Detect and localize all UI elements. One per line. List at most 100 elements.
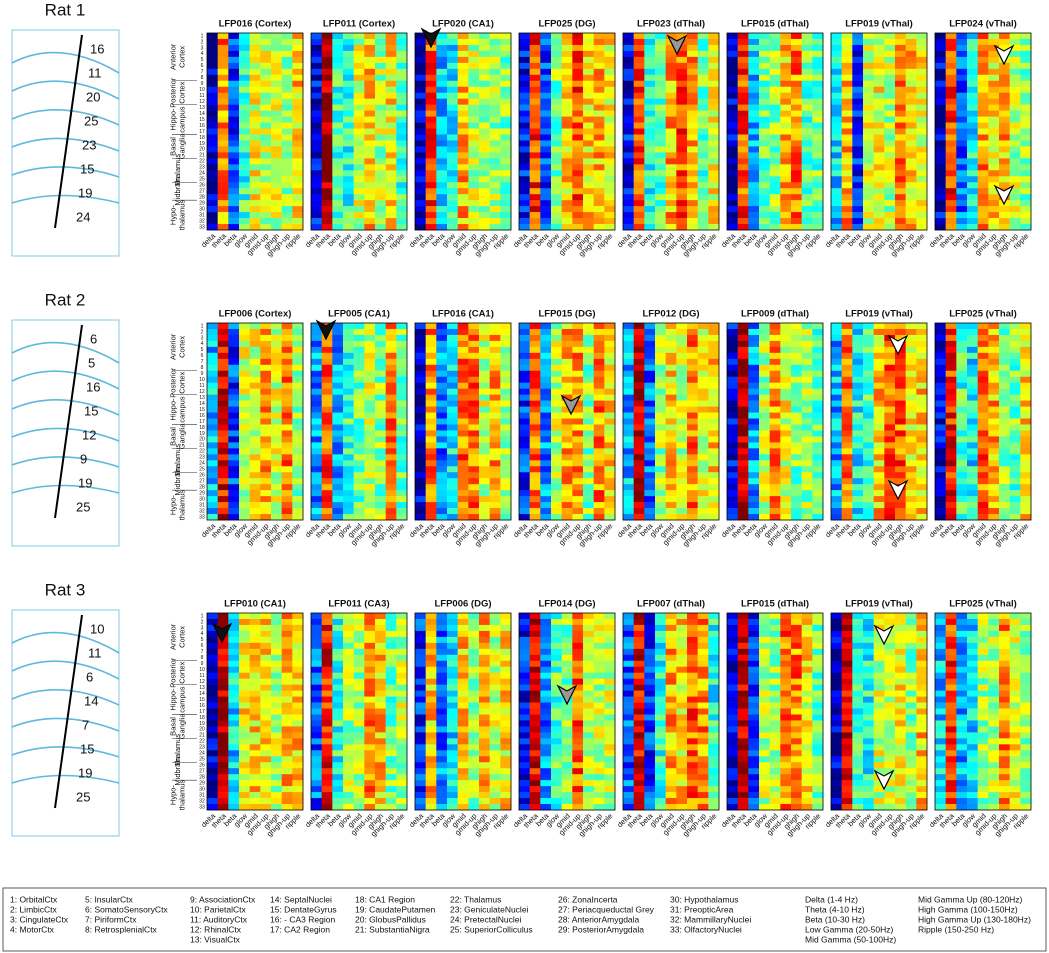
heatmap-cell <box>935 152 946 159</box>
heatmap-cell <box>447 358 458 366</box>
heatmap-cell <box>281 74 293 82</box>
heatmap-cell <box>604 116 616 123</box>
heatmap-cell <box>831 418 842 425</box>
heatmap-cell <box>801 442 813 449</box>
panel-frame <box>726 32 824 231</box>
heatmap-cell <box>436 212 448 219</box>
heatmap-cell <box>436 110 448 117</box>
heatmap-cell <box>519 364 530 372</box>
heatmap-cell <box>519 104 530 111</box>
heatmap-cell <box>364 62 376 70</box>
heatmap-cell <box>364 346 376 354</box>
heatmap-cell <box>415 128 426 135</box>
heatmap-cell <box>687 80 698 88</box>
heatmap-cell <box>759 424 770 431</box>
heatmap-cell <box>332 484 344 491</box>
heatmap-cell <box>956 364 968 372</box>
heatmap-cell <box>311 376 322 383</box>
heatmap-cell <box>988 323 1000 330</box>
heatmap-cell <box>759 352 770 360</box>
heatmap-cell <box>956 370 968 378</box>
heatmap-cell <box>727 352 738 360</box>
heatmap-cell <box>239 400 250 407</box>
heatmap-cell <box>415 496 426 503</box>
heatmap-cell <box>551 80 562 88</box>
heatmap-cell <box>311 128 322 135</box>
heatmap-cell <box>228 466 240 473</box>
heatmap-cell <box>623 346 634 354</box>
heatmap-cell <box>737 33 749 40</box>
heatmap-cell <box>519 388 530 395</box>
heatmap-cell <box>500 116 512 123</box>
heatmap-cell <box>321 502 333 509</box>
heatmap-cell <box>479 514 490 521</box>
heatmap-cell <box>207 430 218 437</box>
heatmap-cell <box>353 406 365 413</box>
heatmap-cell <box>967 188 978 195</box>
heatmap-cell <box>604 448 616 455</box>
heatmap-cell <box>561 346 573 354</box>
heatmap-cell <box>281 152 293 159</box>
heatmap-cell <box>759 212 770 219</box>
heatmap-cell <box>780 340 792 348</box>
heatmap-cell <box>841 346 853 354</box>
heatmap-cell <box>852 164 864 171</box>
heatmap-cell <box>447 200 458 207</box>
heatmap-cell <box>561 484 573 491</box>
heatmap-cell <box>500 376 512 383</box>
heatmap-cell <box>916 164 928 171</box>
heatmap-cell <box>655 418 666 425</box>
heatmap-cell <box>1020 436 1032 443</box>
heatmap-cell <box>956 460 968 467</box>
heatmap-cell <box>457 56 469 64</box>
row-number: 25 <box>199 467 205 473</box>
heatmap-cell <box>841 44 853 52</box>
heatmap-cell <box>540 224 552 231</box>
heatmap-cell <box>292 418 304 425</box>
region-group-label: Cortex <box>177 336 186 358</box>
heatmap-cell <box>311 194 322 201</box>
heatmap-cell <box>665 430 677 437</box>
heatmap-cell <box>217 164 229 171</box>
heatmap-cell <box>644 400 656 407</box>
heatmap-cell <box>572 86 584 93</box>
heatmap-cell <box>708 364 720 372</box>
heatmap-cell <box>572 442 584 449</box>
heatmap-cell <box>863 323 874 330</box>
heatmap-cell <box>311 33 322 40</box>
heatmap-cell <box>884 38 896 46</box>
heatmap-cell <box>852 364 864 372</box>
heatmap-cell <box>321 478 333 485</box>
heatmap-cell <box>831 412 842 419</box>
heatmap-cell <box>271 388 282 395</box>
heatmap-cell <box>343 206 354 213</box>
heatmap-cell <box>489 224 501 231</box>
heatmap-cell <box>697 50 709 58</box>
heatmap-cell <box>863 206 874 213</box>
heatmap-cell <box>604 346 616 354</box>
heatmap-cell <box>572 33 584 40</box>
heatmap-cell <box>967 442 978 449</box>
heatmap-cell <box>873 206 885 213</box>
heatmap-cell <box>311 92 322 99</box>
heatmap-cell <box>687 56 698 64</box>
heatmap-cell <box>863 38 874 46</box>
heatmap-cell <box>633 194 645 201</box>
heatmap-cell <box>841 224 853 231</box>
heatmap-cell <box>759 376 770 383</box>
heatmap-cell <box>551 436 562 443</box>
heatmap-cell <box>727 496 738 503</box>
heatmap-cell <box>873 158 885 165</box>
heatmap-cell <box>468 158 480 165</box>
heatmap-cell <box>905 334 917 342</box>
heatmap-cell <box>260 514 272 521</box>
heatmap-cell <box>479 134 490 141</box>
heatmap-cell <box>977 370 989 378</box>
heatmap-cell <box>916 400 928 407</box>
heatmap-cell <box>623 442 634 449</box>
heatmap-cell <box>791 430 802 437</box>
heatmap-cell <box>665 92 677 99</box>
heatmap-cell <box>479 56 490 64</box>
heatmap-cell <box>999 460 1010 467</box>
heatmap-cell <box>292 110 304 117</box>
